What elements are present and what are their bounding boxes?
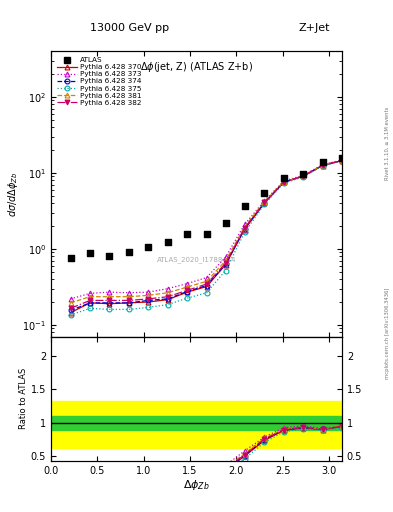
Text: ATLAS_2020_I1788444: ATLAS_2020_I1788444 [157,256,236,263]
Point [67,253,73,262]
Y-axis label: $d\sigma/d\Delta\phi_{Zb}$: $d\sigma/d\Delta\phi_{Zb}$ [6,171,20,217]
Point [281,174,287,182]
Point [184,230,190,239]
Point [87,249,93,257]
Legend: ATLAS, Pythia 6.428 370, Pythia 6.428 373, Pythia 6.428 374, Pythia 6.428 375, P: ATLAS, Pythia 6.428 370, Pythia 6.428 37… [55,55,144,108]
Text: Rivet 3.1.10, ≥ 3.1M events: Rivet 3.1.10, ≥ 3.1M events [385,106,390,180]
Point [204,230,210,239]
Bar [51,401,342,447]
Point [241,202,248,210]
Point [106,252,112,261]
Text: 13000 GeV pp: 13000 GeV pp [90,23,169,33]
Point [261,188,268,197]
Y-axis label: Ratio to ATLAS: Ratio to ATLAS [19,368,28,430]
Point [145,243,151,251]
Point [320,158,326,166]
Point [126,248,132,256]
Text: $\Delta\phi$(jet, Z) (ATLAS Z+b): $\Delta\phi$(jet, Z) (ATLAS Z+b) [140,60,253,74]
Point [165,238,171,246]
Text: mcplots.cern.ch [arXiv:1306.3436]: mcplots.cern.ch [arXiv:1306.3436] [385,287,390,378]
Bar [51,416,342,431]
Point [339,155,345,163]
Text: Z+Jet: Z+Jet [299,23,330,33]
X-axis label: $\Delta\phi_{Zb}$: $\Delta\phi_{Zb}$ [183,478,210,493]
Point [222,219,229,227]
Point [300,169,306,178]
